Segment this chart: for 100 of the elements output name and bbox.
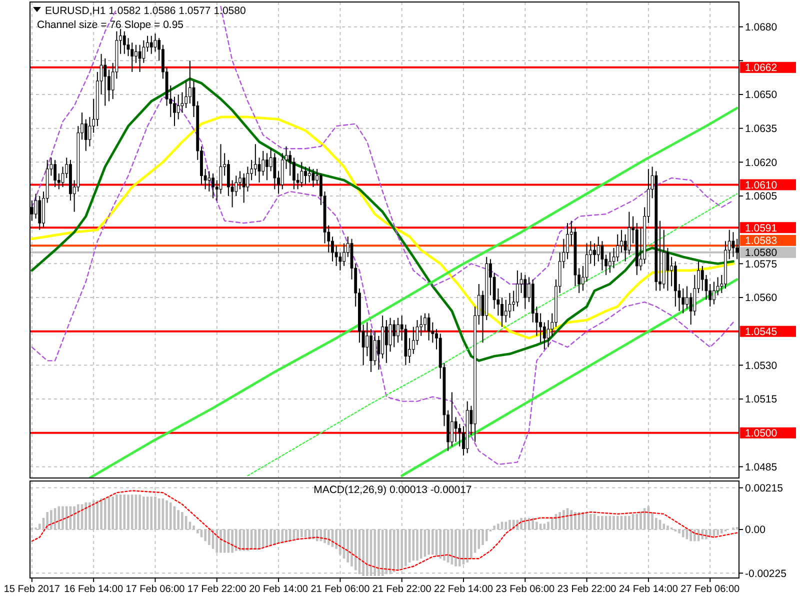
candlestick bbox=[266, 152, 268, 181]
y-tick-label: 1.0605 bbox=[745, 190, 778, 203]
candlestick bbox=[304, 166, 307, 186]
candlestick bbox=[38, 196, 42, 230]
y-tick-label: 1.0680 bbox=[745, 21, 778, 34]
x-tick-label: 16 Feb 14:00 bbox=[64, 584, 124, 595]
candlestick bbox=[188, 60, 192, 104]
candlestick bbox=[34, 193, 38, 220]
candlestick bbox=[54, 159, 56, 188]
candlestick bbox=[384, 320, 388, 364]
candlestick bbox=[366, 322, 369, 357]
line-series bbox=[247, 193, 738, 476]
y-tick-label: 1.0530 bbox=[745, 360, 778, 372]
candlestick bbox=[208, 170, 211, 192]
candlestick bbox=[273, 152, 276, 190]
candlestick bbox=[150, 35, 153, 54]
annotation: Channel size = 76 Slope = 0.95 bbox=[37, 19, 184, 31]
ref-line-label: 1.0500 bbox=[745, 428, 778, 440]
x-tick-label: 23 Feb 06:00 bbox=[496, 584, 556, 595]
y-tick-label: 1.0635 bbox=[745, 123, 778, 136]
candlestick bbox=[682, 288, 685, 314]
candlestick bbox=[342, 242, 346, 266]
candlestick bbox=[88, 116, 92, 147]
candlestick bbox=[226, 159, 230, 197]
candlestick bbox=[212, 172, 214, 199]
candlestick bbox=[732, 232, 735, 258]
x-tick-label: 17 Feb 06:00 bbox=[126, 584, 186, 595]
y-tick-label: -0.00225 bbox=[745, 568, 787, 580]
y-tick-label: 0.00215 bbox=[745, 482, 784, 494]
ref-line-label: 1.0662 bbox=[745, 62, 778, 74]
candlestick bbox=[600, 240, 604, 271]
candlestick bbox=[331, 236, 334, 262]
candlestick bbox=[454, 416, 458, 442]
y-tick-label: 1.0515 bbox=[745, 394, 778, 406]
candlestick bbox=[716, 276, 720, 296]
candlestick bbox=[686, 286, 688, 310]
candlestick bbox=[539, 312, 542, 344]
candlestick bbox=[708, 283, 712, 308]
candlestick bbox=[427, 312, 430, 341]
x-tick-label: 27 Feb 06:00 bbox=[680, 584, 740, 595]
ref-line-label: 1.0583 bbox=[745, 235, 778, 248]
candlestick bbox=[670, 256, 674, 287]
candlestick bbox=[542, 322, 546, 350]
candlestick bbox=[334, 245, 338, 266]
candlestick bbox=[450, 392, 454, 447]
candlestick bbox=[184, 80, 188, 109]
candlestick bbox=[620, 229, 623, 253]
candlestick bbox=[392, 320, 396, 348]
candlestick bbox=[373, 330, 376, 366]
x-tick-label: 24 Feb 14:00 bbox=[618, 584, 678, 595]
candlestick bbox=[130, 42, 134, 72]
candlestick bbox=[596, 236, 600, 262]
candlestick bbox=[134, 44, 138, 64]
candlestick bbox=[312, 168, 315, 188]
line-series bbox=[30, 116, 734, 340]
candlestick bbox=[84, 118, 88, 152]
x-tick-label: 20 Feb 14:00 bbox=[249, 584, 308, 595]
candlestick bbox=[308, 166, 311, 183]
candlestick bbox=[254, 144, 257, 176]
x-tick-label: 17 Feb 22:00 bbox=[187, 584, 247, 595]
candlestick bbox=[396, 317, 400, 344]
ref-line-label: 1.0545 bbox=[745, 326, 778, 338]
y-tick-label: 1.0560 bbox=[745, 292, 778, 304]
candlestick bbox=[288, 150, 292, 176]
chart-title: MACD(12,26,9) 0.00013 -0.00017 bbox=[314, 484, 472, 496]
candlestick bbox=[138, 44, 142, 72]
y-tick-label: 1.0650 bbox=[745, 89, 778, 102]
candlestick bbox=[593, 242, 596, 266]
candlestick bbox=[424, 312, 426, 332]
y-tick-label: 1.0575 bbox=[745, 258, 778, 270]
candlestick bbox=[176, 94, 180, 120]
line-series bbox=[30, 77, 734, 362]
x-tick-label: 15 Feb 2017 bbox=[4, 584, 60, 595]
candlestick bbox=[173, 96, 176, 127]
ref-line-label: 1.0580 bbox=[745, 247, 778, 260]
candlestick bbox=[412, 326, 415, 354]
candlestick bbox=[516, 270, 519, 308]
candlestick bbox=[500, 297, 504, 328]
candlestick bbox=[242, 172, 246, 204]
chart-title: EURUSD,H1 1.0582 1.0586 1.0577 1.0580 bbox=[45, 5, 246, 17]
candlestick bbox=[108, 69, 110, 102]
candlestick bbox=[104, 58, 107, 106]
x-tick-label: 21 Feb 22:00 bbox=[372, 584, 432, 595]
candlestick bbox=[300, 162, 304, 188]
candlestick bbox=[524, 274, 527, 310]
ref-line-label: 1.0610 bbox=[745, 179, 778, 192]
x-tick-label: 23 Feb 22:00 bbox=[557, 584, 617, 595]
x-tick-label: 21 Feb 06:00 bbox=[310, 584, 370, 595]
candlestick bbox=[292, 157, 296, 190]
candlestick bbox=[566, 222, 569, 260]
candlestick bbox=[666, 247, 670, 292]
y-tick-label: 1.0485 bbox=[745, 461, 778, 474]
candlestick bbox=[258, 157, 261, 183]
x-tick-label: 22 Feb 14:00 bbox=[434, 584, 494, 595]
candlestick bbox=[388, 317, 392, 352]
candlestick bbox=[712, 281, 716, 305]
ref-line-label: 1.0591 bbox=[745, 222, 778, 234]
line-series bbox=[400, 278, 738, 477]
candlestick bbox=[122, 30, 126, 54]
y-tick-label: 1.0620 bbox=[745, 156, 778, 169]
